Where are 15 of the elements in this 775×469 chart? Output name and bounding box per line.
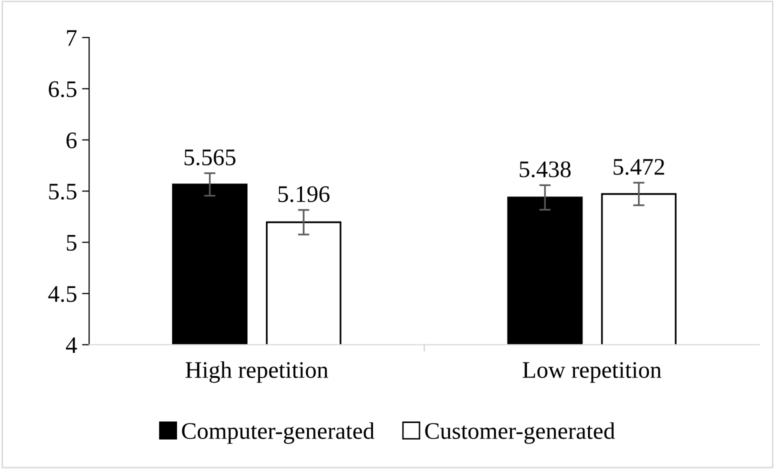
data-label: 5.565 <box>184 149 236 166</box>
data-label: 5.196 <box>278 186 330 202</box>
data-label: 5.472 <box>614 158 664 175</box>
y-tick-label: 6 <box>66 132 77 148</box>
legend-label: Computer-generated <box>182 422 374 444</box>
y-tick-label: 5.5 <box>49 184 76 200</box>
x-tick-label: High repetition <box>186 361 328 383</box>
data-label: 5.438 <box>520 161 571 178</box>
y-tick-label: 7 <box>67 30 77 46</box>
x-tick-label: Low repetition <box>522 362 662 383</box>
y-tick-label: 5 <box>66 235 76 251</box>
y-tick-label: 4.5 <box>48 286 76 302</box>
y-tick-label: 4 <box>66 337 77 353</box>
y-tick-label: 6.5 <box>48 81 76 98</box>
legend-label: Customer-generated <box>425 422 615 444</box>
